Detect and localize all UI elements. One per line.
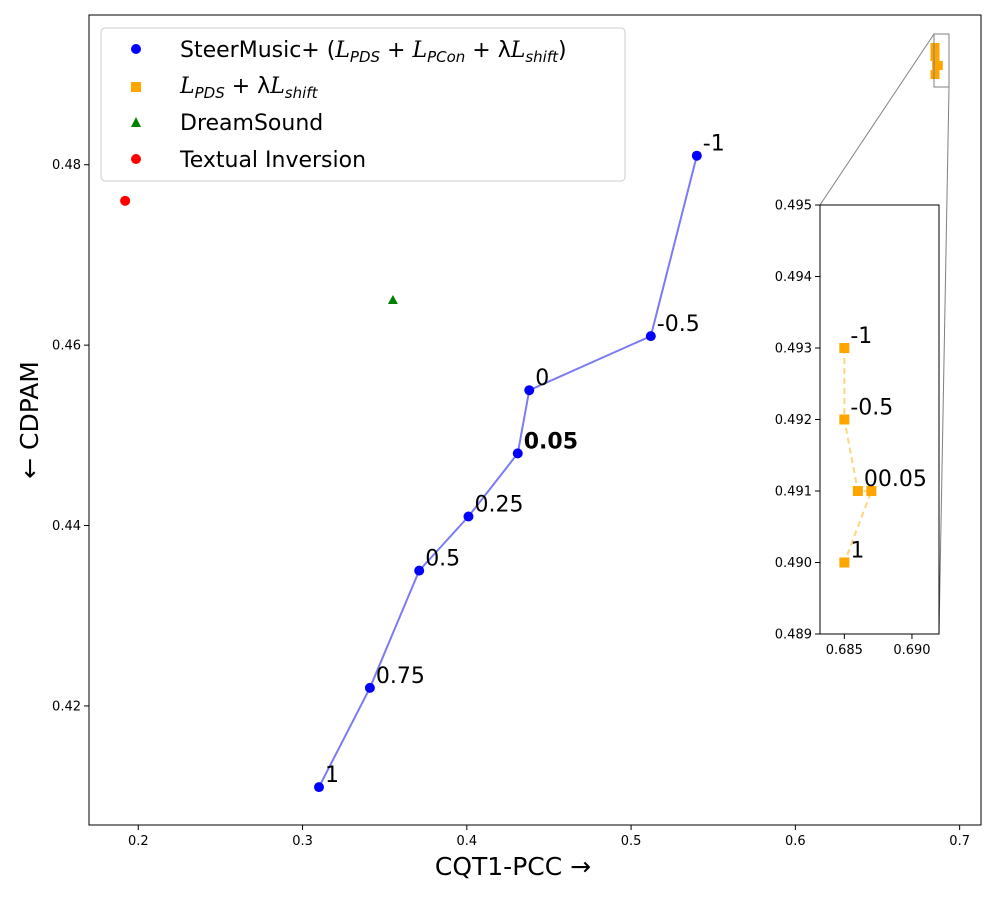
inset-data-label-pds: -1 — [850, 324, 872, 349]
zoom-indicator — [819, 33, 950, 635]
legend-box — [100, 27, 626, 182]
x-tick-label: 0.5 — [621, 834, 642, 849]
y-tick-label: 0.48 — [52, 158, 81, 173]
data-point-textual-inversion — [120, 195, 131, 206]
data-point-steermusic — [691, 150, 702, 161]
legend-marker-pds — [131, 82, 141, 92]
legend-marker-textual-inversion — [131, 154, 141, 164]
legend-label-pds: LPDS + λLshift — [179, 74, 319, 102]
inset-plot-layer: 0.685 0.690 0.489 0.490 0.491 0.492 0.493 0.494… — [775, 199, 931, 659]
y-tick-label: 0.44 — [52, 519, 81, 534]
inset-x-tick-label: 0.690 — [893, 643, 930, 658]
zoom-region-box — [933, 33, 950, 88]
inset-y-tick-label: 0.493 — [775, 342, 812, 357]
zoom-connector-line — [938, 86, 950, 635]
inset-y-tick-label: 0.491 — [775, 485, 812, 500]
legend-marker-steermusic — [131, 44, 141, 54]
data-point-steermusic — [414, 565, 425, 576]
data-label-steermusic: 0.05 — [524, 429, 578, 454]
data-point-dreamsound — [387, 295, 398, 305]
data-point-pds — [933, 61, 943, 71]
x-tick-label: 0.6 — [785, 834, 806, 849]
data-label-steermusic: 0.25 — [474, 493, 523, 518]
inset-data-point-pds — [866, 486, 877, 496]
data-label-steermusic: -0.5 — [657, 312, 700, 337]
data-point-steermusic — [645, 331, 656, 342]
legend-label-textual-inversion: Textual Inversion — [179, 148, 366, 173]
x-tick-label: 0.3 — [292, 834, 313, 849]
data-point-steermusic — [463, 511, 474, 522]
inset-y-tick-label: 0.489 — [775, 628, 812, 643]
inset-y-tick-label: 0.492 — [775, 413, 812, 428]
y-tick-label: 0.42 — [52, 699, 81, 714]
data-point-steermusic — [524, 385, 535, 396]
x-axis-label: CQT1-PCC → — [435, 852, 591, 881]
data-point-steermusic — [364, 682, 375, 693]
zoom-connector-line — [819, 33, 935, 206]
data-label-steermusic: -1 — [703, 132, 725, 157]
x-tick-label: 0.4 — [456, 834, 477, 849]
legend: SteerMusic+ (LPDS + LPCon + λLshift) LPD… — [100, 27, 626, 182]
inset-data-point-pds — [839, 414, 850, 425]
inset-data-point-pds — [852, 486, 863, 496]
inset-y-tick-label: 0.490 — [775, 556, 812, 571]
main-plot-layer: 0.2 0.3 0.4 0.5 0.6 0.7 0.42 0.44 0.46 0.48 1 0.75 0… — [52, 42, 970, 849]
inset-x-tick-label: 0.685 — [826, 643, 863, 658]
inset-data-point-pds — [839, 343, 850, 353]
inset-data-label-pds-overlap: 00.05 — [864, 467, 927, 492]
x-tick-label: 0.7 — [949, 834, 970, 849]
series-line-steermusic — [318, 155, 698, 788]
inset-y-tick-label: 0.494 — [775, 270, 812, 285]
data-point-steermusic — [512, 448, 523, 459]
data-label-steermusic: 0 — [535, 366, 549, 391]
inset-y-tick-label: 0.495 — [775, 199, 812, 214]
data-label-steermusic: 0.5 — [425, 547, 460, 572]
data-point-pds — [930, 42, 940, 52]
y-axis-label: ← CDPAM — [15, 361, 44, 479]
data-label-steermusic: 0.75 — [376, 664, 425, 689]
data-point-pds — [930, 70, 940, 80]
legend-marker-dreamsound — [131, 117, 141, 127]
data-point-steermusic — [313, 782, 324, 793]
inset-data-label-pds: -0.5 — [850, 396, 893, 421]
plot-area — [88, 14, 982, 826]
y-tick-label: 0.46 — [52, 339, 81, 354]
data-point-pds — [930, 51, 940, 61]
legend-label-dreamsound: DreamSound — [180, 111, 323, 136]
legend-label-steermusic: SteerMusic+ (LPDS + LPCon + λLshift) — [180, 38, 567, 66]
inset-data-point-pds — [839, 557, 850, 568]
inset-data-label-pds: 1 — [850, 539, 864, 564]
x-tick-label: 0.2 — [128, 834, 149, 849]
data-label-steermusic: 1 — [325, 763, 339, 788]
